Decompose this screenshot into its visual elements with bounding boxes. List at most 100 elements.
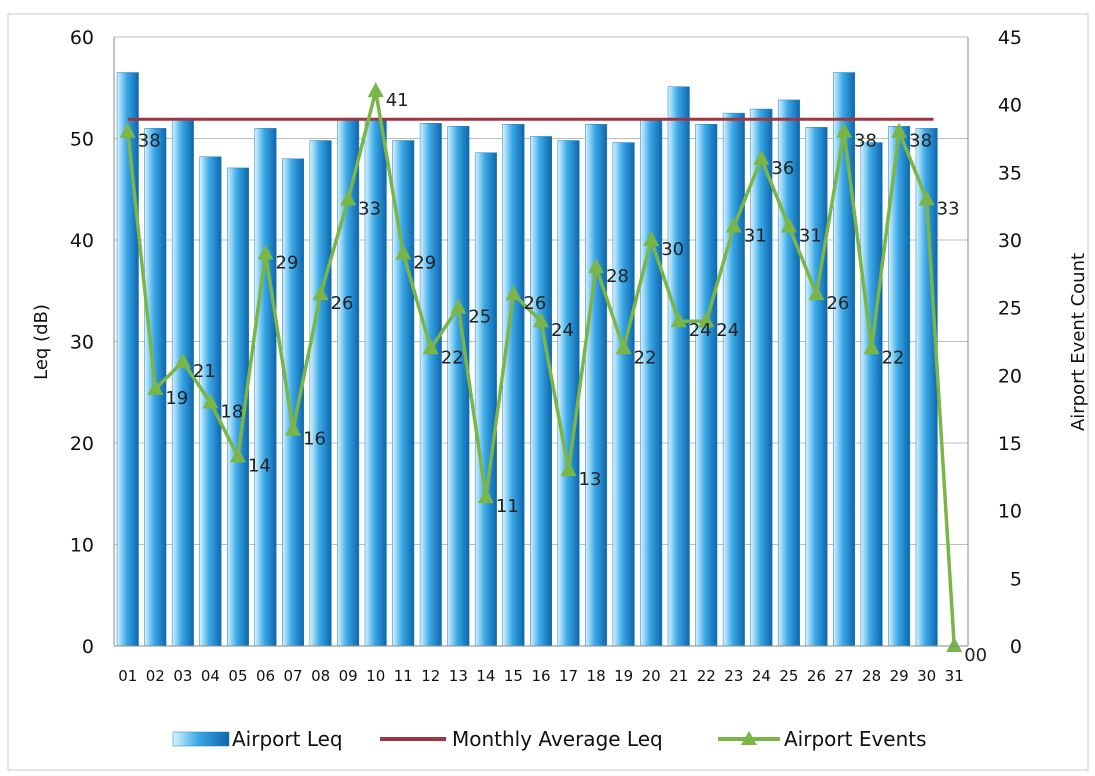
x-tick-label: 02 [146,667,165,685]
x-tick-label: 09 [339,667,358,685]
x-tick-label: 15 [504,667,523,685]
event-data-label: 38 [854,131,877,152]
event-marker [918,190,935,206]
y-axis-title: Leq (dB) [31,304,52,380]
x-tick-label: 26 [807,667,826,685]
y2-tick-label: 25 [998,298,1022,320]
y2-tick-label: 15 [998,433,1022,455]
bar-airport-leq [612,142,635,647]
x-tick-label: 14 [476,667,495,685]
bar-airport-leq [502,124,525,647]
event-data-label: 24 [551,320,574,341]
x-tick-label: 13 [449,667,468,685]
event-marker [588,258,605,274]
bar-airport-leq [419,123,442,647]
event-marker [202,393,219,409]
bar-airport-leq [667,86,690,647]
event-marker [533,312,549,328]
bar-airport-leq [833,72,856,647]
y2-tick-label: 5 [1010,568,1022,590]
event-marker [312,285,329,301]
event-data-label: 28 [606,266,629,287]
y2-tick-label: 10 [998,501,1022,523]
y2-tick-label: 45 [998,27,1022,49]
legend-label-airport-leq: Airport Leq [232,727,343,751]
bar-airport-leq [474,152,497,647]
event-marker [229,447,246,463]
y-tick-label: 30 [70,332,94,354]
event-data-label: 38 [138,131,161,152]
event-data-label: 13 [579,469,602,490]
event-marker [367,82,384,98]
x-tick-label: 05 [228,667,247,685]
bar-airport-leq [364,117,387,647]
event-data-labels: 3819211814291626334129222511262413282230… [138,90,987,666]
legend-label-airport-events: Airport Events [784,727,927,751]
y-tick-label: 0 [82,636,94,658]
x-tick-label: 29 [890,667,909,685]
event-marker [395,244,412,260]
event-marker [450,298,467,314]
y2-tick-label: 30 [998,230,1022,252]
bar-airport-leq [722,112,745,647]
bar-airport-leq [116,72,139,647]
event-data-label: 26 [523,293,546,314]
event-data-label: 29 [276,253,299,274]
x-tick-label: 07 [284,667,303,685]
bar-airport-leq [557,140,580,647]
bar-airport-leq [530,136,552,647]
event-marker [340,190,357,206]
bar-airport-leq [695,124,718,647]
event-marker [863,339,880,355]
event-marker [615,339,632,355]
y2-tick-label: 20 [998,365,1022,387]
event-data-label: 30 [661,239,684,260]
x-tick-label: 20 [642,667,661,685]
y2-tick-label: 40 [998,95,1022,117]
x-tick-label: 28 [862,667,881,685]
event-marker [147,379,164,395]
event-data-label: 19 [165,388,188,409]
event-data-label: 00 [964,645,987,666]
x-tick-label: 31 [945,667,964,685]
x-tick-label: 18 [587,667,606,685]
y-tick-label: 10 [70,535,94,557]
x-tick-label: 25 [779,667,798,685]
event-data-label: 22 [441,347,464,368]
legend-swatch-airport-leq [172,731,230,747]
x-tick-label: 01 [118,667,137,685]
x-tick-label: 30 [917,667,936,685]
bar-airport-leq [805,127,828,647]
event-marker [753,149,770,165]
y-tick-label: 50 [70,129,94,151]
chart-border [7,13,1089,771]
event-marker [780,217,797,233]
y2-axis-title: Airport Event Count [1068,253,1089,431]
legend-label-monthly-average: Monthly Average Leq [452,727,663,751]
bar-airport-leq [282,158,305,647]
event-data-label: 31 [744,225,767,246]
event-marker [119,122,136,138]
event-marker [670,312,687,328]
bar-airport-leq [860,142,883,647]
event-data-label: 22 [882,347,905,368]
event-data-label: 11 [496,496,519,517]
event-data-label: 29 [413,253,436,274]
event-marker [946,637,963,652]
x-tick-label: 06 [256,667,275,685]
event-data-label: 24 [716,320,739,341]
y2-tick-label: 0 [1010,636,1022,658]
y-tick-label: 20 [70,433,94,455]
x-tick-label: 12 [421,667,440,685]
x-tick-label: 04 [201,667,220,685]
x-tick-label: 08 [311,667,330,685]
event-marker [836,122,853,138]
event-marker [477,488,494,504]
bar-airport-leq [640,119,663,647]
event-marker [257,244,274,260]
x-tick-label: 23 [724,667,743,685]
legend-marker-airport-events [741,731,757,745]
